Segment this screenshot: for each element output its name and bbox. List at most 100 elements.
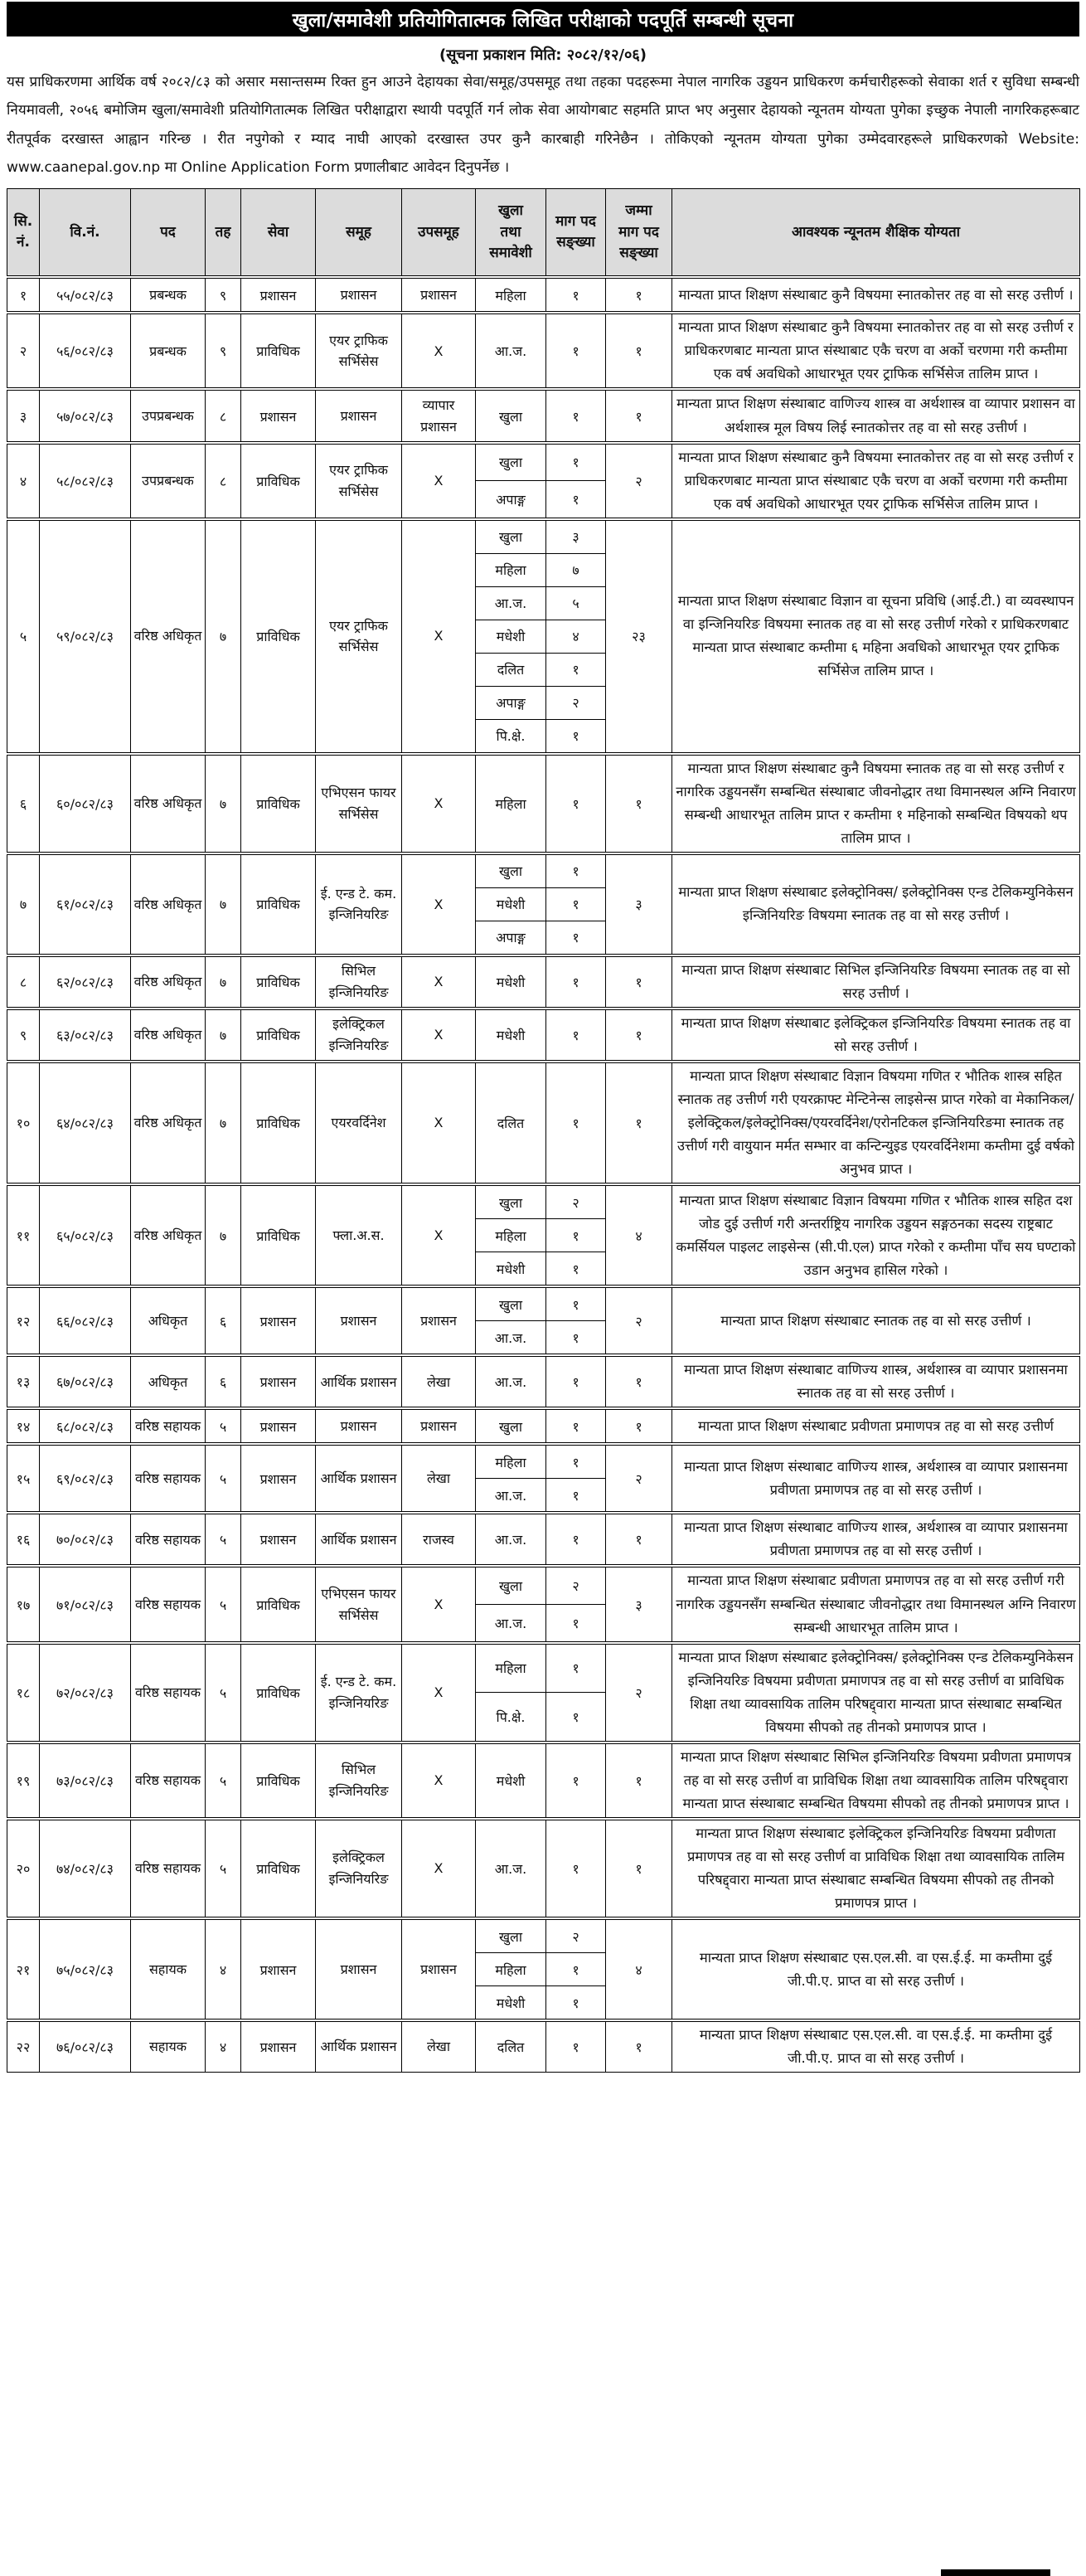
- group-cell: प्रशासन: [315, 1917, 402, 2021]
- post-cell: उपप्रबन्धक: [130, 440, 206, 520]
- subgroup-cell: X: [401, 440, 476, 520]
- service-cell: प्राविधिक: [240, 1640, 316, 1743]
- qualification-cell: मान्यता प्राप्त शिक्षण संस्थाबाट सिभिल इ…: [671, 1740, 1080, 1820]
- service-cell: प्रशासन: [240, 2019, 316, 2073]
- sn-cell: १४: [7, 1407, 40, 1445]
- level-cell: ५: [205, 1511, 241, 1567]
- category-cell: मधेशी: [475, 887, 546, 921]
- table-row: ९ ६३/०८२/८३ वरिष्ठ अधिकृत ७ प्राविधिक इलेक्ट्…: [7, 1006, 1080, 1062]
- header-adv-no: वि.नं.: [39, 188, 131, 278]
- category-cell: महिला: [475, 1640, 546, 1694]
- level-cell: ४: [205, 2019, 241, 2073]
- level-cell: ९: [205, 275, 241, 313]
- service-cell: प्राविधिक: [240, 1740, 316, 1820]
- subgroup-cell: X: [401, 311, 476, 390]
- service-cell: प्रशासन: [240, 1285, 316, 1356]
- table-row: १२ ६६/०८२/८३ अधिकृत ६ प्रशासन प्रशासन प्रशासन ख…: [7, 1285, 1080, 1356]
- level-cell: ७: [205, 517, 241, 755]
- count-cell: १: [545, 275, 606, 313]
- sn-cell: १०: [7, 1060, 40, 1185]
- subgroup-cell: X: [401, 1816, 476, 1919]
- category-cell: आ.ज.: [475, 586, 546, 620]
- header-subgroup: उपसमूह: [401, 188, 476, 278]
- cutoff-artifact: [941, 2569, 1050, 2576]
- service-cell: प्राविधिक: [240, 1816, 316, 1919]
- group-cell: एयर ट्राफिक सर्भिसेस: [315, 311, 402, 390]
- group-cell: आर्थिक प्रशासन: [315, 1354, 402, 1409]
- total-cell: २: [605, 440, 672, 520]
- sn-cell: ९: [7, 1006, 40, 1062]
- subgroup-cell: X: [401, 1564, 476, 1644]
- count-cell: १: [545, 1511, 606, 1567]
- level-cell: ७: [205, 751, 241, 854]
- count-cell: १: [545, 1285, 606, 1322]
- total-cell: २३: [605, 517, 672, 755]
- level-cell: ५: [205, 1816, 241, 1919]
- qualification-cell: मान्यता प्राप्त शिक्षण संस्थाबाट वाणिज्य…: [671, 1442, 1080, 1514]
- post-cell: अधिकृत: [130, 1354, 206, 1409]
- qualification-cell: मान्यता प्राप्त शिक्षण संस्थाबाट सिभिल इ…: [671, 953, 1080, 1009]
- count-cell: ७: [545, 552, 606, 587]
- category-cell: खुला: [475, 1407, 546, 1445]
- adv-cell: ६८/०८२/८३: [39, 1407, 131, 1445]
- sn-cell: ७: [7, 851, 40, 956]
- header-level: तह: [205, 188, 241, 278]
- level-cell: ७: [205, 851, 241, 956]
- total-cell: ३: [605, 1564, 672, 1644]
- count-cell: १: [545, 851, 606, 888]
- count-cell: १: [545, 920, 606, 956]
- qualification-cell: मान्यता प्राप्त शिक्षण संस्थाबाट एस.एल.स…: [671, 2019, 1080, 2073]
- table-row: पि.क्षे. १: [7, 718, 1080, 755]
- post-cell: वरिष्ठ अधिकृत: [130, 1006, 206, 1062]
- category-cell: आ.ज.: [475, 1354, 546, 1409]
- page-title: खुला/समावेशी प्रतियोगितात्मक लिखित परीक्…: [292, 10, 794, 32]
- level-cell: ७: [205, 1060, 241, 1185]
- category-cell: महिला: [475, 1952, 546, 1987]
- count-cell: १: [545, 1640, 606, 1694]
- qualification-cell: मान्यता प्राप्त शिक्षण संस्थाबाट विज्ञान…: [671, 1183, 1080, 1287]
- sn-cell: १५: [7, 1442, 40, 1514]
- total-cell: १: [605, 387, 672, 444]
- post-cell: प्रबन्धक: [130, 311, 206, 390]
- table-row: महिला १: [7, 1218, 1080, 1253]
- level-cell: ७: [205, 953, 241, 1009]
- category-cell: अपाङ्ग: [475, 685, 546, 720]
- sn-cell: १८: [7, 1640, 40, 1743]
- qualification-cell: मान्यता प्राप्त शिक्षण संस्थाबाट कुनै वि…: [671, 751, 1080, 854]
- sn-cell: ५: [7, 517, 40, 755]
- sn-cell: २१: [7, 1917, 40, 2021]
- count-cell: १: [545, 953, 606, 1009]
- sn-cell: १६: [7, 1511, 40, 1567]
- subgroup-cell: X: [401, 1006, 476, 1062]
- header-group: समूह: [315, 188, 402, 278]
- total-cell: २: [605, 1442, 672, 1514]
- total-cell: १: [605, 751, 672, 854]
- table-row: १६ ७०/०८२/८३ वरिष्ठ सहायक ५ प्रशासन आर्थिक प्…: [7, 1511, 1080, 1567]
- service-cell: प्राविधिक: [240, 953, 316, 1009]
- total-cell: १: [605, 1354, 672, 1409]
- subgroup-cell: राजस्व: [401, 1511, 476, 1567]
- total-cell: १: [605, 1816, 672, 1919]
- table-row: १७ ७१/०८२/८३ वरिष्ठ सहायक ५ प्राविधिक एभिएसन …: [7, 1564, 1080, 1644]
- subgroup-cell: X: [401, 751, 476, 854]
- sn-cell: ८: [7, 953, 40, 1009]
- sn-cell: १९: [7, 1740, 40, 1820]
- subgroup-cell: X: [401, 1640, 476, 1743]
- total-cell: २: [605, 1285, 672, 1356]
- qualification-cell: मान्यता प्राप्त शिक्षण संस्थाबाट प्रवीणत…: [671, 1564, 1080, 1644]
- table-row: १८ ७२/०८२/८३ वरिष्ठ सहायक ५ प्राविधिक ई. एन्ड…: [7, 1640, 1080, 1743]
- sn-cell: १२: [7, 1285, 40, 1356]
- count-cell: १: [545, 1816, 606, 1919]
- group-cell: सिभिल इन्जिनियरिङ: [315, 953, 402, 1009]
- count-cell: १: [545, 387, 606, 444]
- count-cell: ५: [545, 586, 606, 620]
- service-cell: प्रशासन: [240, 1407, 316, 1445]
- header-post: पद: [130, 188, 206, 278]
- group-cell: एयर ट्राफिक सर्भिसेस: [315, 517, 402, 755]
- category-cell: आ.ज.: [475, 1604, 546, 1644]
- qualification-cell: मान्यता प्राप्त शिक्षण संस्थाबाट इलेक्ट्…: [671, 1816, 1080, 1919]
- category-cell: आ.ज.: [475, 1478, 546, 1514]
- service-cell: प्राविधिक: [240, 1183, 316, 1287]
- subgroup-cell: X: [401, 851, 476, 956]
- group-cell: ई. एन्ड टे. कम. इन्जिनियरिङ: [315, 851, 402, 956]
